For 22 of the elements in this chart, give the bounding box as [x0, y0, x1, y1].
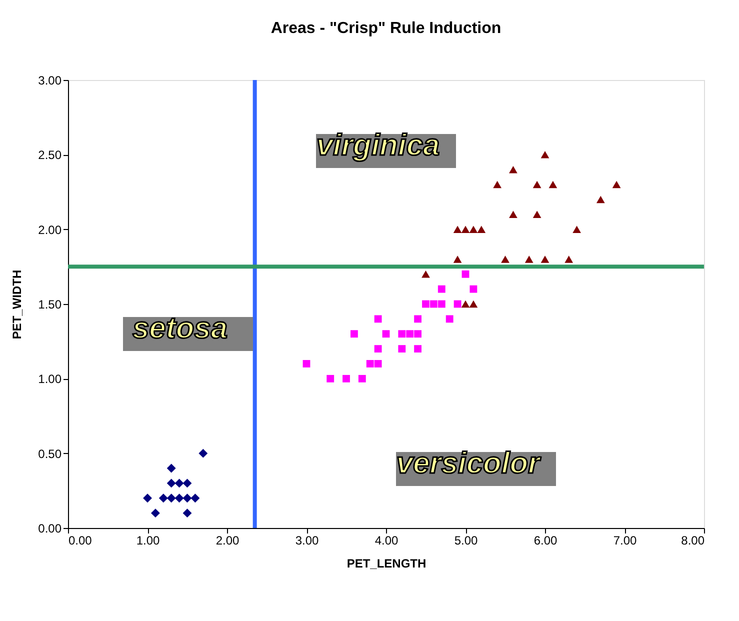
y-tick-label: 0.50: [38, 446, 62, 461]
x-tick-label: 4.00: [374, 534, 398, 548]
x-tick-label: 2.00: [216, 534, 240, 548]
y-tick-label: 3.00: [38, 74, 62, 88]
y-axis-title: PET_WIDTH: [10, 270, 24, 340]
y-tick-label: 2.00: [38, 222, 62, 237]
x-tick-label: 5.00: [454, 534, 478, 548]
annotation: setosa: [132, 312, 228, 345]
chart-title: Areas - "Crisp" Rule Induction: [270, 20, 502, 37]
y-tick-label: 1.50: [38, 298, 62, 312]
y-tick-label: 0.00: [38, 522, 62, 536]
y-tick-label: 2.50: [38, 148, 62, 162]
x-tick-label: 7.00: [613, 534, 637, 548]
x-axis-title: PET_LENGTH: [346, 556, 426, 570]
y-tick-label: 1.00: [38, 372, 62, 386]
x-tick-label: 0.00: [68, 534, 92, 548]
x-tick-label: 6.00: [534, 534, 558, 548]
annotation: virginica: [316, 129, 440, 162]
x-tick-label: 3.00: [295, 534, 319, 548]
x-tick-label: 1.00: [136, 534, 160, 548]
x-tick-label: 8.00: [681, 534, 705, 548]
annotation: versicolor: [396, 447, 542, 480]
